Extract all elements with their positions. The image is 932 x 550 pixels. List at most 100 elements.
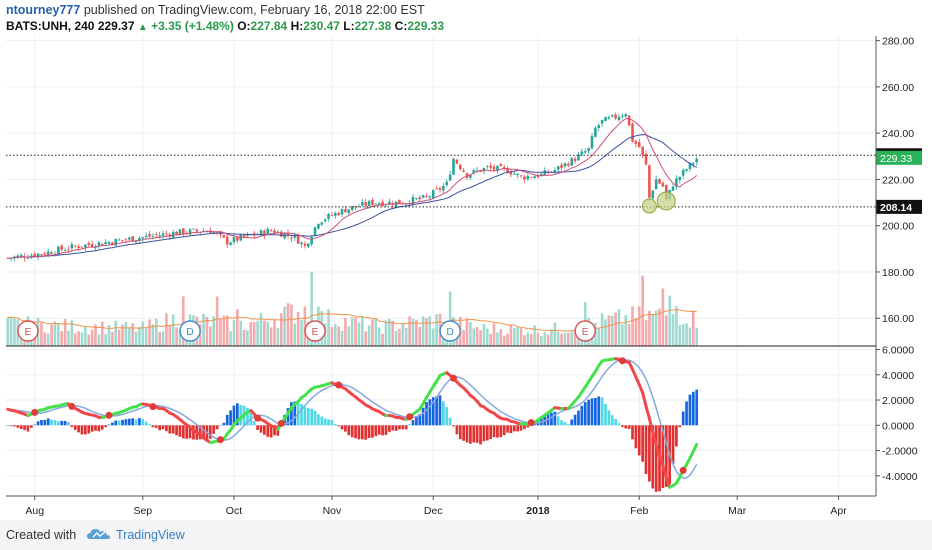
candle-body <box>127 237 131 240</box>
candle-body <box>36 253 40 258</box>
candle-body <box>286 232 290 236</box>
last-price-label: 229.33 <box>880 153 912 165</box>
volume-bar <box>303 306 307 346</box>
histogram-bar <box>408 424 411 426</box>
volume-bar <box>198 324 202 346</box>
volume-bar <box>681 323 685 346</box>
candle-body <box>496 165 499 172</box>
candle-body <box>637 142 641 148</box>
volume-bar <box>337 326 340 346</box>
author-link[interactable]: ntourney777 <box>6 3 81 17</box>
candle-body <box>617 116 621 121</box>
volume-bar <box>634 317 638 346</box>
volume-bar <box>141 321 145 346</box>
candle-body <box>239 234 243 241</box>
histogram-bar <box>661 425 665 489</box>
candle-body <box>685 169 688 171</box>
candle-body <box>279 231 283 237</box>
volume-bar <box>631 306 634 346</box>
candle-body <box>63 250 67 252</box>
volume-bar <box>685 323 688 346</box>
volume-bar <box>144 328 148 346</box>
histogram-bar <box>90 425 94 432</box>
macd-cross-dot <box>335 381 343 389</box>
candle-body <box>350 206 354 210</box>
histogram-bar <box>202 425 205 440</box>
volume-bar <box>104 334 107 346</box>
macd-line <box>6 357 699 489</box>
price-tick-label: 160.00 <box>882 313 914 325</box>
volume-bar <box>621 324 624 346</box>
low-value: 227.38 <box>354 19 392 33</box>
histogram-bar <box>681 411 685 426</box>
event-markers: E E ED D <box>17 320 596 342</box>
volume-bar <box>263 320 266 346</box>
histogram-bar <box>107 424 111 426</box>
candle-body <box>502 166 506 168</box>
candle-body <box>131 236 134 242</box>
candle-body <box>334 213 337 216</box>
histogram-bar <box>198 425 202 440</box>
candle-body <box>77 246 80 249</box>
histogram-bar <box>675 425 678 447</box>
volume-bar <box>354 317 357 346</box>
histogram-bar <box>306 407 310 426</box>
volume-bar <box>536 332 540 346</box>
macd-segment <box>651 430 658 447</box>
candle-body <box>111 242 114 245</box>
macd-cross-dot <box>216 436 224 444</box>
volume-bar <box>637 306 641 346</box>
histogram-bar <box>236 403 239 426</box>
volume-bar <box>462 329 465 346</box>
candle-body <box>587 147 590 152</box>
earnings-marker-label: E <box>312 326 319 338</box>
histogram-bar <box>138 418 141 426</box>
volume-bar <box>212 316 215 346</box>
histogram-bar <box>550 412 553 426</box>
candle-body <box>310 236 313 245</box>
volume-bar <box>377 327 381 346</box>
footer-bar: Created with TradingView <box>0 520 932 550</box>
volume-bar <box>84 326 87 346</box>
histogram-bar <box>354 425 357 439</box>
volume-bar <box>540 336 543 346</box>
candle-body <box>621 115 624 117</box>
time-tick-label: Apr <box>830 505 847 517</box>
high-label: H: <box>290 19 304 33</box>
candle-body <box>594 127 597 137</box>
histogram-bar <box>600 397 604 426</box>
volume-bar <box>286 303 290 346</box>
tradingview-brand[interactable]: TradingView <box>116 528 185 542</box>
candle-body <box>371 199 374 205</box>
candle-body <box>627 115 631 126</box>
volume-bar <box>371 319 374 346</box>
histogram-bar <box>685 401 688 426</box>
volume-bar <box>570 331 574 346</box>
volume-bar <box>236 309 239 346</box>
histogram-bar <box>691 391 695 426</box>
histogram-bar <box>492 425 496 438</box>
candle-body <box>263 230 266 236</box>
histogram-bar <box>617 423 621 426</box>
volume-bar <box>374 318 378 346</box>
volume-bar <box>479 330 482 346</box>
histogram-bar <box>688 394 692 426</box>
candle-body <box>114 238 118 246</box>
candle-body <box>513 173 516 175</box>
dividend-marker-label: D <box>186 326 194 338</box>
candle-body <box>134 240 138 243</box>
candle-body <box>124 239 128 241</box>
volume-bar <box>401 323 405 346</box>
candle-body <box>567 163 570 166</box>
histogram-bar <box>56 421 60 426</box>
histogram-bar <box>273 425 276 436</box>
candle-body <box>624 114 628 117</box>
histogram-bar <box>232 405 236 426</box>
histogram-bar <box>256 425 259 431</box>
volume-bar <box>651 313 655 346</box>
candle-body <box>361 201 364 206</box>
candle-body <box>276 231 280 233</box>
volume-bar <box>344 317 347 346</box>
volume-bar <box>675 306 678 346</box>
